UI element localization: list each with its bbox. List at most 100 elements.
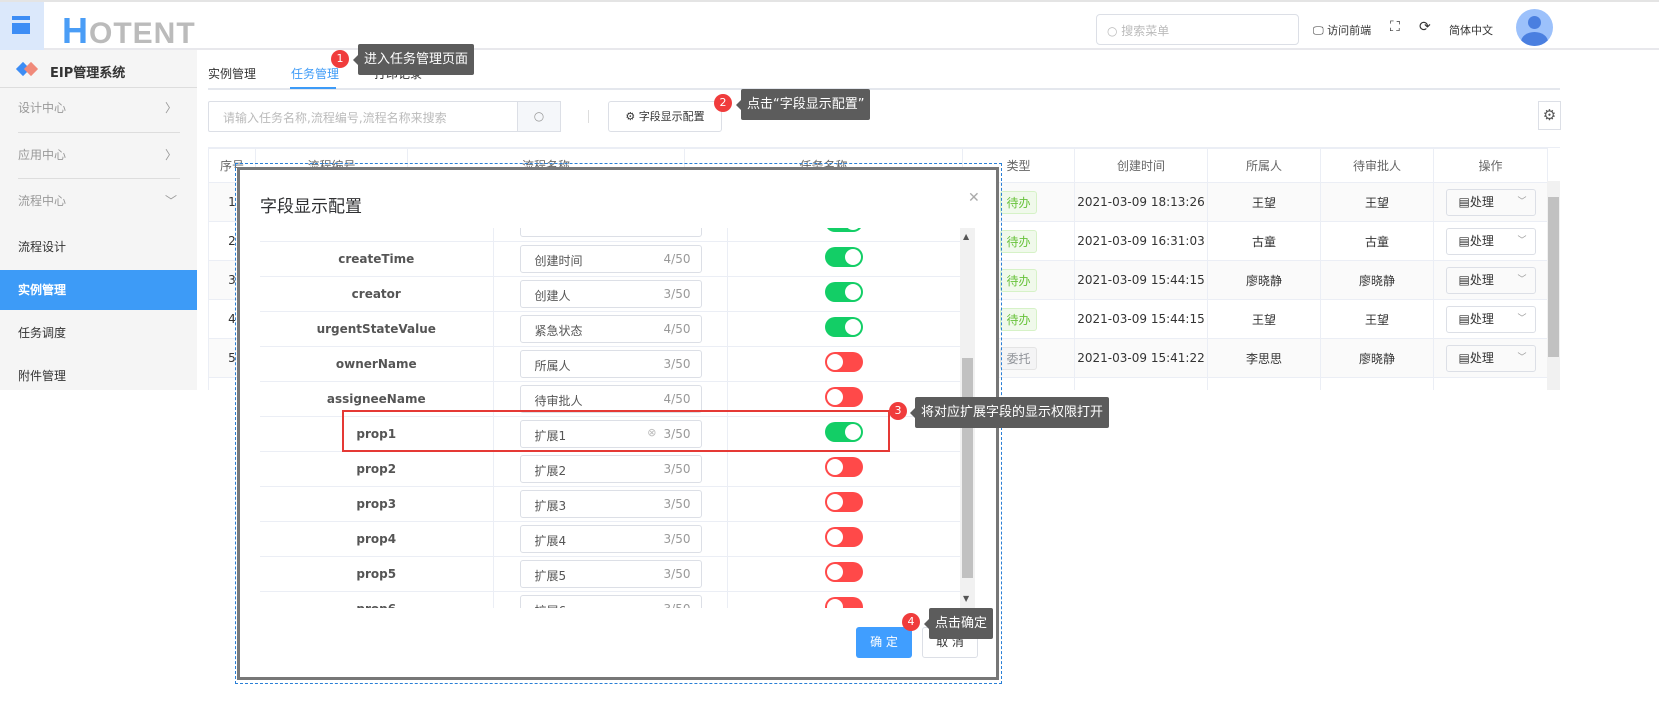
avatar[interactable] bbox=[1516, 9, 1553, 46]
field-visible-cell bbox=[727, 276, 960, 312]
field-label-input[interactable]: 待审批人 4/50 bbox=[519, 384, 702, 413]
field-row: ownerName 所属人 3/50 bbox=[260, 346, 960, 382]
sidebar-item-process-design[interactable]: 流程设计 bbox=[18, 240, 67, 254]
visibility-toggle[interactable] bbox=[824, 597, 863, 608]
visibility-toggle[interactable] bbox=[824, 352, 863, 372]
menu-icon bbox=[12, 16, 30, 34]
created-time: 2021-03-09 15:44:15 bbox=[1074, 299, 1208, 339]
field-label-value: 扩展4 bbox=[534, 533, 567, 548]
process-button[interactable]: ▤处理 bbox=[1445, 266, 1536, 294]
field-label-input[interactable]: 紧急状态 4/50 bbox=[519, 314, 702, 343]
field-label-cell: 创建人 3/50 bbox=[493, 276, 728, 312]
monitor-icon: 🖵 bbox=[1313, 24, 1324, 37]
field-label-value: 扩展6 bbox=[535, 604, 567, 609]
owner: 王望 bbox=[1207, 182, 1321, 222]
field-visible-cell bbox=[727, 346, 960, 382]
sidebar-item-task-schedule[interactable]: 任务调度 bbox=[18, 326, 67, 340]
visit-frontend-link[interactable]: 🖵 访问前端 bbox=[1313, 22, 1371, 38]
visibility-toggle[interactable] bbox=[824, 492, 863, 512]
scrollbar-thumb[interactable] bbox=[1548, 197, 1559, 357]
close-icon[interactable]: ✕ bbox=[968, 190, 980, 206]
status-badge: 待办 bbox=[1000, 229, 1037, 253]
field-label-input[interactable]: 扩展1 ⊗ 3/50 bbox=[519, 419, 702, 448]
sidebar: EIP管理系统 设计中心〉 应用中心〉 流程中心 ﹀ 流程设计 实例管理 任务调度… bbox=[0, 50, 197, 390]
sidebar-group-design[interactable]: 设计中心 〉 bbox=[0, 88, 197, 128]
assignee: 古童 bbox=[1320, 221, 1434, 261]
field-name: prop6 bbox=[260, 591, 494, 608]
field-label-value: 待审批人 bbox=[534, 393, 583, 408]
char-count: 3/50 bbox=[663, 461, 691, 476]
search-button[interactable]: ○ bbox=[517, 101, 561, 132]
process-icon: ▤ bbox=[1458, 311, 1470, 326]
visibility-toggle[interactable] bbox=[824, 562, 863, 582]
visibility-toggle[interactable] bbox=[824, 282, 863, 302]
field-label-input[interactable]: 创建人 3/50 bbox=[519, 279, 702, 308]
brand-icon bbox=[15, 61, 39, 78]
refresh-icon[interactable]: ⟳ bbox=[1419, 19, 1431, 35]
field-label-input[interactable]: 扩展5 3/50 bbox=[519, 559, 702, 588]
char-count: 3/50 bbox=[663, 566, 691, 581]
visibility-toggle[interactable] bbox=[824, 422, 863, 442]
field-label-input[interactable] bbox=[519, 228, 702, 238]
process-button[interactable]: ▤处理 bbox=[1445, 344, 1536, 372]
scroll-up-icon[interactable]: ▲ bbox=[963, 232, 970, 241]
field-name: prop3 bbox=[260, 486, 494, 522]
task-search-input[interactable]: 请输入任务名称,流程编号,流程名称来搜索 bbox=[208, 101, 561, 132]
field-config-button[interactable]: ⚙ 字段显示配置 bbox=[608, 101, 722, 132]
tab-instance[interactable]: 实例管理 bbox=[208, 67, 257, 81]
group-label: 应用中心 bbox=[18, 148, 67, 162]
language-switch[interactable]: 简体中文 bbox=[1449, 24, 1493, 37]
menu-search-input[interactable]: ○ 搜索菜单 bbox=[1096, 14, 1299, 45]
divider bbox=[18, 178, 180, 179]
sidebar-item-attachment[interactable]: 附件管理 bbox=[18, 369, 67, 383]
field-visible-cell bbox=[727, 451, 960, 487]
chevron-right-icon: 〉 bbox=[164, 101, 177, 115]
field-name: prop5 bbox=[260, 556, 494, 592]
dialog-title: 字段显示配置 bbox=[260, 197, 362, 217]
visibility-toggle[interactable] bbox=[824, 317, 863, 337]
visibility-toggle[interactable] bbox=[824, 228, 863, 232]
step-badge-4: 4 bbox=[902, 613, 920, 631]
field-label-input[interactable]: 创建时间 4/50 bbox=[519, 244, 702, 273]
settings-button[interactable]: ⚙ bbox=[1538, 101, 1561, 130]
process-button[interactable]: ▤处理 bbox=[1445, 188, 1536, 216]
field-label-input[interactable]: 扩展4 3/50 bbox=[519, 524, 702, 553]
char-count: 4/50 bbox=[663, 251, 691, 266]
action-cell: ▤处理 bbox=[1433, 338, 1548, 378]
fullscreen-icon[interactable]: ⛶ bbox=[1390, 19, 1400, 35]
visibility-toggle[interactable] bbox=[824, 387, 863, 407]
visibility-toggle[interactable] bbox=[824, 457, 863, 477]
char-count: 4/50 bbox=[663, 391, 691, 406]
scroll-down-icon[interactable]: ▼ bbox=[963, 594, 970, 603]
field-label-input[interactable]: 所属人 3/50 bbox=[519, 349, 702, 378]
field-name: prop1 bbox=[260, 416, 494, 452]
step-tooltip-3: 将对应扩展字段的显示权限打开 bbox=[909, 397, 1110, 428]
clear-icon[interactable]: ⊗ bbox=[647, 425, 657, 439]
scrollbar-thumb[interactable] bbox=[962, 358, 973, 578]
tab-task[interactable]: 任务管理 bbox=[291, 67, 340, 81]
status-badge: 委托 bbox=[1000, 346, 1037, 370]
field-row: prop3 扩展3 3/50 bbox=[260, 486, 960, 522]
field-row: prop6 扩展6 3/50 bbox=[260, 591, 960, 608]
field-label-input[interactable]: 扩展6 3/50 bbox=[519, 594, 702, 609]
sidebar-group-process[interactable]: 流程中心 ﹀ bbox=[0, 181, 197, 221]
field-label-input[interactable]: 扩展3 3/50 bbox=[519, 489, 702, 518]
field-label-value: 创建时间 bbox=[534, 253, 583, 268]
owner: 古童 bbox=[1207, 221, 1321, 261]
field-label-input[interactable]: 扩展2 3/50 bbox=[519, 454, 702, 483]
menu-toggle-button[interactable] bbox=[0, 2, 44, 50]
field-name: ownerName bbox=[260, 346, 494, 382]
table-scrollbar[interactable] bbox=[1547, 181, 1560, 390]
highlight-box bbox=[342, 410, 890, 452]
sidebar-group-app[interactable]: 应用中心 〉 bbox=[0, 135, 197, 175]
field-label-cell: 扩展4 3/50 bbox=[493, 521, 728, 557]
visibility-toggle[interactable] bbox=[824, 247, 863, 267]
process-button[interactable]: ▤处理 bbox=[1445, 305, 1536, 333]
process-button[interactable]: ▤处理 bbox=[1445, 227, 1536, 255]
sidebar-item-instance-management[interactable]: 实例管理 bbox=[0, 270, 197, 310]
field-name: creator bbox=[260, 276, 494, 312]
confirm-button[interactable]: 确 定 bbox=[856, 627, 912, 658]
step-tooltip-1: 进入任务管理页面 bbox=[352, 44, 475, 75]
visibility-toggle[interactable] bbox=[824, 527, 863, 547]
field-visible-cell bbox=[727, 556, 960, 592]
